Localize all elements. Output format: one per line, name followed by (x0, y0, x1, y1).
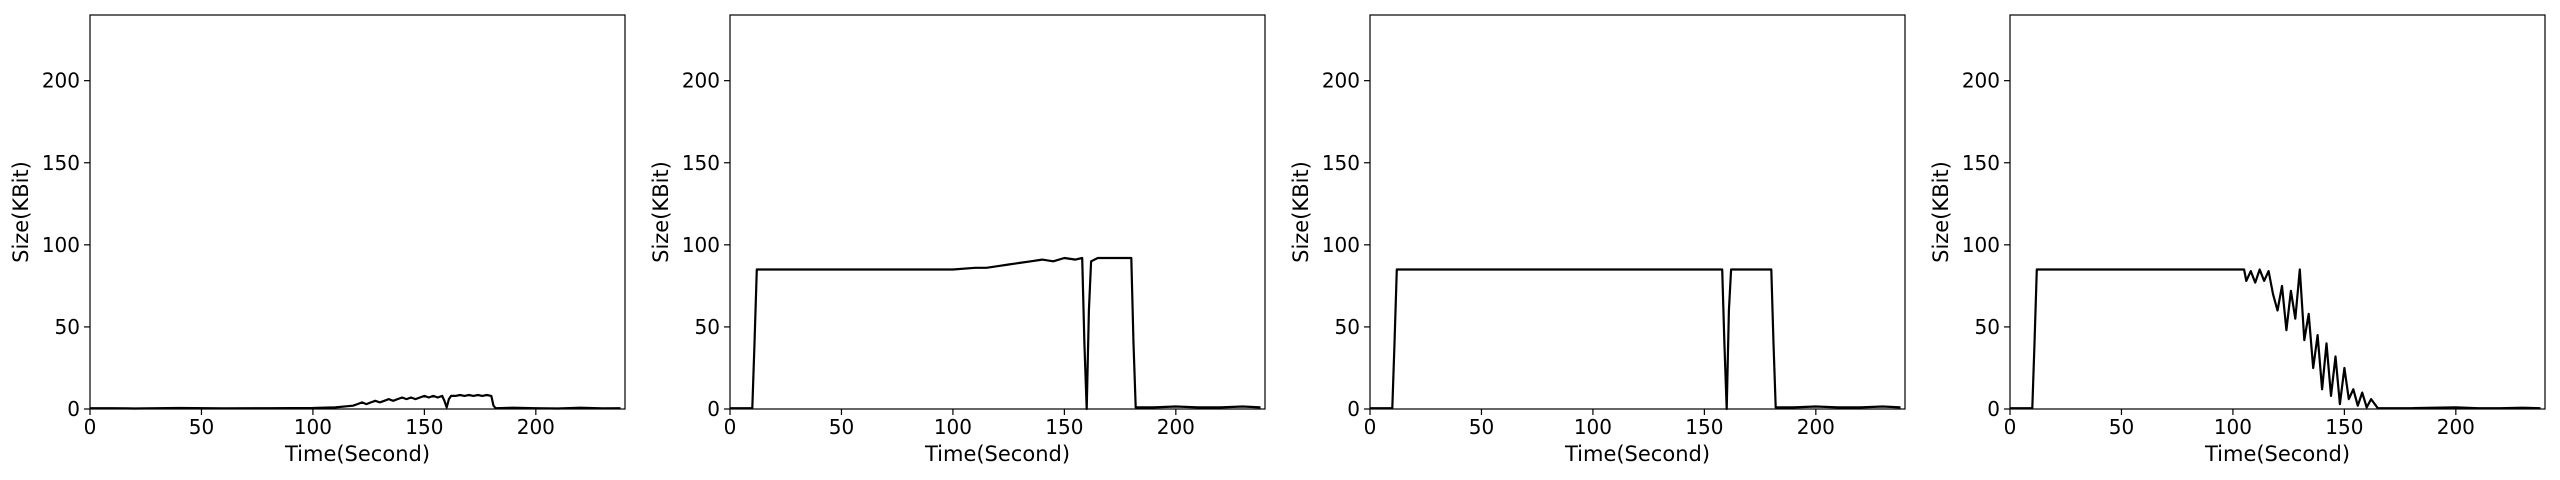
y-tick-label: 100 (682, 233, 720, 257)
x-tick-label: 200 (1797, 415, 1835, 439)
chart-1: 0 50 100 150 200 0 50 100 150 200 Time(Second) Size… (9, 14, 626, 466)
x-tick-label: 200 (517, 415, 555, 439)
y-tick-label: 200 (1962, 69, 2000, 93)
x-axis-label: Time(Second) (284, 442, 430, 466)
y-tick-label: 150 (42, 151, 80, 175)
x-tick-label: 0 (2004, 415, 2017, 439)
y-tick-label: 0 (67, 397, 80, 421)
plot-frame (89, 14, 626, 410)
x-tick-label: 50 (189, 415, 214, 439)
series-line-1 (1370, 268, 1901, 411)
x-tick-label: 150 (1685, 415, 1723, 439)
x-tick-label: 100 (294, 415, 332, 439)
y-axis-label: Size(KBit) (649, 161, 673, 263)
x-tick-label: 0 (1364, 415, 1377, 439)
y-tick-label: 200 (42, 69, 80, 93)
x-tick-label: 50 (2109, 415, 2134, 439)
y-tick-label: 150 (1962, 151, 2000, 175)
plot-frame (1369, 14, 1906, 410)
series-line-1 (90, 393, 621, 410)
y-axis-label: Size(KBit) (9, 161, 33, 263)
y-tick-label: 50 (55, 315, 80, 339)
y-tick-label: 100 (1322, 233, 1360, 257)
series-line-1 (730, 256, 1261, 411)
x-tick-label: 150 (1045, 415, 1083, 439)
series-line-1 (2010, 268, 2541, 410)
y-tick-label: 100 (1962, 233, 2000, 257)
y-tick-label: 0 (1987, 397, 2000, 421)
chart-3: 0 50 100 150 200 0 50 100 150 200 Time(Second) Size… (1289, 14, 1906, 466)
x-tick-label: 0 (84, 415, 97, 439)
x-axis-label: Time(Second) (1564, 442, 1710, 466)
y-tick-label: 0 (707, 397, 720, 421)
y-tick-label: 0 (1347, 397, 1360, 421)
x-tick-label: 100 (934, 415, 972, 439)
chart-2: 0 50 100 150 200 0 50 100 150 200 Time(Second) Size… (649, 14, 1266, 466)
x-tick-label: 200 (2437, 415, 2475, 439)
x-tick-label: 100 (2214, 415, 2252, 439)
x-tick-label: 150 (2325, 415, 2363, 439)
y-tick-label: 200 (682, 69, 720, 93)
x-tick-label: 150 (405, 415, 443, 439)
x-tick-label: 200 (1157, 415, 1195, 439)
x-tick-label: 0 (724, 415, 737, 439)
x-tick-label: 50 (829, 415, 854, 439)
plot-frame (2009, 14, 2546, 410)
y-axis-label: Size(KBit) (1929, 161, 1953, 263)
x-axis-label: Time(Second) (2204, 442, 2350, 466)
plot-frame (729, 14, 1266, 410)
x-tick-label: 100 (1574, 415, 1612, 439)
x-axis-label: Time(Second) (924, 442, 1070, 466)
y-tick-label: 50 (1335, 315, 1360, 339)
y-tick-label: 150 (682, 151, 720, 175)
y-tick-label: 100 (42, 233, 80, 257)
y-tick-label: 150 (1322, 151, 1360, 175)
y-tick-label: 50 (695, 315, 720, 339)
y-axis-label: Size(KBit) (1289, 161, 1313, 263)
y-tick-label: 50 (1975, 315, 2000, 339)
chart-4: 0 50 100 150 200 0 50 100 150 200 Time(Second) Size… (1929, 14, 2546, 466)
x-tick-label: 50 (1469, 415, 1494, 439)
y-tick-label: 200 (1322, 69, 1360, 93)
